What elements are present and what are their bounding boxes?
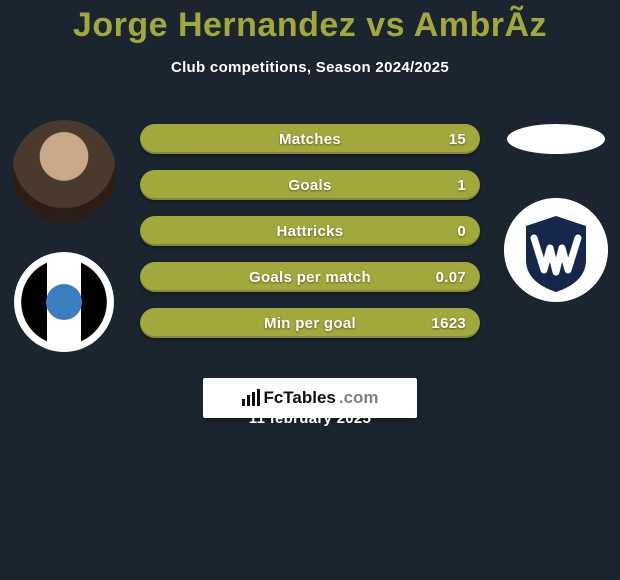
stat-row-min-per-goal: Min per goal 1623 [140,308,480,338]
stat-right-value: 1 [457,177,466,194]
stat-row-goals-per-match: Goals per match 0.07 [140,262,480,292]
stats-table: Matches 15 Goals 1 Hattricks 0 Goals per… [140,124,480,338]
stat-right-value: 0 [457,223,466,240]
stat-label: Goals per match [249,269,371,286]
left-player-column [4,120,124,352]
stat-label: Hattricks [277,223,344,240]
date-text: 11 february 2025 [0,410,620,427]
logo-brand-text: FcTables [263,388,335,408]
stat-right-value: 15 [449,131,466,148]
stat-label: Min per goal [264,315,356,332]
stat-right-value: 1623 [431,315,466,332]
bar-chart-icon [241,389,261,407]
stat-row-matches: Matches 15 [140,124,480,154]
logo-domain-text: .com [339,388,379,408]
player-left-avatar [12,120,116,224]
player-left-club-badge [14,252,114,352]
stat-row-hattricks: Hattricks 0 [140,216,480,246]
page-title: Jorge Hernandez vs AmbrÃ­z [0,0,620,45]
right-player-column [496,120,616,302]
stat-label: Matches [279,131,341,148]
stat-right-value: 0.07 [436,269,466,286]
subtitle: Club competitions, Season 2024/2025 [0,59,620,76]
player-right-avatar [507,124,605,154]
stat-label: Goals [288,177,331,194]
stat-row-goals: Goals 1 [140,170,480,200]
player-right-club-badge [504,198,608,302]
